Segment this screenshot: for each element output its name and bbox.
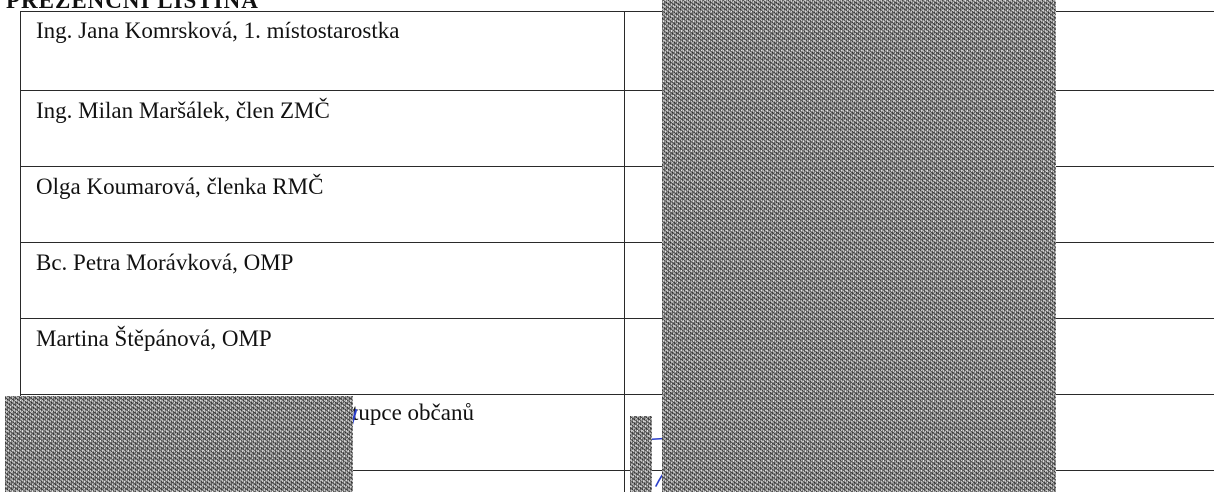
table-row-divider bbox=[20, 470, 1214, 471]
attendee-name: Martina Štěpánová, OMP bbox=[36, 326, 272, 351]
redaction-block bbox=[630, 416, 652, 492]
redaction-block bbox=[662, 0, 1056, 492]
document-heading: PREZENČNÍ LISTINA bbox=[6, 0, 259, 13]
attendee-name: Bc. Petra Morávková, OMP bbox=[36, 250, 294, 275]
table-top-border bbox=[20, 11, 1214, 12]
attendee-name: tupce občanů bbox=[352, 400, 474, 425]
table-column-divider bbox=[624, 11, 625, 492]
attendee-name: Ing. Milan Maršálek, člen ZMČ bbox=[36, 98, 330, 123]
table-row-divider bbox=[20, 318, 1214, 319]
table-row-divider bbox=[20, 394, 1214, 395]
table-row-divider bbox=[20, 166, 1214, 167]
redaction-block bbox=[5, 396, 353, 492]
attendee-name: Olga Koumarová, členka RMČ bbox=[36, 174, 324, 199]
table-row-divider bbox=[20, 242, 1214, 243]
attendee-name: Ing. Jana Komrsková, 1. místostarostka bbox=[36, 18, 400, 43]
table-row-divider bbox=[20, 90, 1214, 91]
table-left-border bbox=[20, 11, 21, 492]
